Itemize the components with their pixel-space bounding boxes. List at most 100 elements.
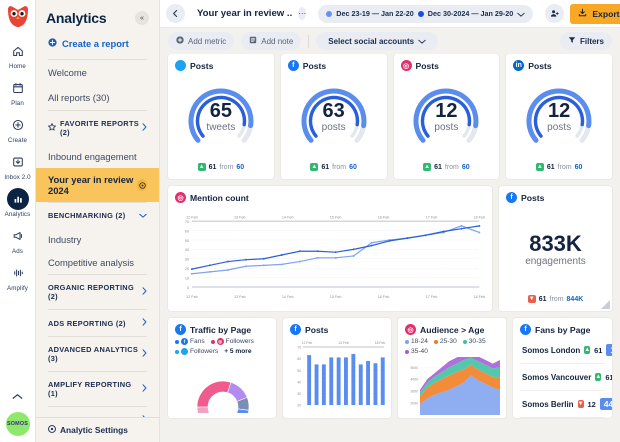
traffic-donut-chart (175, 357, 269, 416)
sidebar-section-favorite-reports-2-[interactable]: FAVORITE REPORTS (2) (36, 111, 159, 145)
fans-row[interactable]: Somos Vancouver▲6162K (520, 364, 605, 391)
card-header: in Posts (513, 60, 605, 71)
chevron-right-icon[interactable] (142, 287, 147, 297)
sidebar-section-amplify-reporting-1-[interactable]: AMPLIFY REPORTING (1) (36, 372, 159, 406)
sidebar-collapse-button[interactable]: « (135, 11, 149, 25)
svg-text:13 Feb: 13 Feb (234, 215, 246, 219)
rail-item-label: Amplify (7, 285, 28, 292)
traffic-by-page-card[interactable]: f Traffic by Page f Fans ◎ Followers 𝉹 Follow… (168, 318, 276, 418)
gauge-delta-from: from (558, 164, 572, 171)
card-header: ◎ Audience > Age (405, 324, 499, 335)
gauge-delta: ▲ 61 from 60 (288, 163, 380, 173)
gauge-delta-value: 61 (547, 164, 555, 171)
svg-text:12 Feb: 12 Feb (186, 295, 198, 299)
rail-collapse-button[interactable] (12, 393, 23, 412)
sidebar-section-label: ADS REPORTING (2) (48, 319, 126, 328)
gauge-card-instagram[interactable]: ◎ Posts 12 posts ▲ 61 from 60 (394, 54, 500, 179)
engagements-delta: ▼ 61 from 844K (506, 295, 605, 305)
fans-by-page-card[interactable]: f Fans by Page Somos London▲61126KSomos … (513, 318, 612, 418)
sidebar-item-your-year-in-review-2024[interactable]: Your year in review 2024 (36, 168, 159, 202)
rail-item-ads[interactable]: Ads (0, 221, 36, 258)
gauge-card-facebook[interactable]: f Posts 63 posts ▲ 61 from 60 (281, 54, 387, 179)
rail-item-home[interactable]: Home (0, 36, 36, 73)
sidebar-section-advanced-analytics-3-[interactable]: ADVANCED ANALYTICS (3) (36, 337, 159, 371)
posts-bar-card[interactable]: f Posts 20 30 40 50 60 70 12 Feb 13 Feb 18 Feb (283, 318, 391, 418)
gauge-readout: 65 tweets (175, 101, 267, 134)
audience-age-title: Audience > Age (420, 325, 484, 335)
add-metric-button[interactable]: Add metric (168, 32, 234, 50)
card-header: f Posts (290, 324, 384, 335)
svg-text:16 Feb: 16 Feb (378, 295, 390, 299)
rail-item-create[interactable]: Create (0, 110, 36, 147)
create-report-button[interactable]: Create a report (36, 34, 159, 59)
gauge-value: 65 (175, 101, 267, 121)
sidebar-section-benchmarking-2-[interactable]: BENCHMARKING (2) (36, 203, 159, 228)
app-root: Home Plan Create Inbox 2.0 Analytics Ads Ampli… (0, 0, 620, 442)
analytic-settings-button[interactable]: Analytic Settings (36, 417, 159, 442)
gauge-card-twitter[interactable]: 𝉹 Posts 65 tweets ▲ 61 from 60 (168, 54, 274, 179)
select-social-accounts-dropdown[interactable]: Select social accounts (316, 32, 438, 50)
engagements-delta-prev: 844K (567, 296, 584, 303)
sidebar-item-inbound-engagement[interactable]: Inbound engagement (36, 145, 159, 168)
legend-more[interactable]: + 5 more (224, 348, 251, 355)
sidebar-item-label: Competitive analysis (48, 257, 134, 268)
svg-text:14 Feb: 14 Feb (282, 215, 294, 219)
chevron-down-icon (418, 35, 426, 47)
chevron-right-icon[interactable] (142, 318, 147, 328)
share-button[interactable] (545, 4, 564, 23)
gear-icon[interactable] (137, 179, 147, 191)
engagements-card[interactable]: f Posts 833K engagements ▼ 61 from 844K (499, 186, 612, 311)
export-button[interactable]: Export (570, 4, 620, 24)
sidebar-section-apps[interactable]: APPS (36, 407, 159, 417)
rail-item-plan[interactable]: Plan (0, 73, 36, 110)
audience-age-card[interactable]: ◎ Audience > Age 18-24 25-30 30-35 35-40 20… (398, 318, 506, 418)
gauge-delta-from: from (219, 164, 233, 171)
card-header: f Traffic by Page (175, 324, 269, 335)
plus-circle-icon (176, 35, 184, 47)
sidebar-item-label: Your year in review 2024 (48, 174, 137, 196)
report-canvas: 𝉹 Posts 65 tweets ▲ 61 from 60 f Posts 63 posts ▲ 61 f… (160, 54, 620, 442)
gauge-delta-value: 61 (209, 164, 217, 171)
date-range-a-label: Dec 23-19 — Jan 22-20 (336, 9, 414, 18)
chevron-right-icon[interactable] (142, 123, 147, 133)
chevron-down-icon[interactable] (139, 211, 147, 220)
filters-button[interactable]: Filters (560, 32, 612, 50)
chevron-down-icon (517, 8, 525, 20)
fans-row[interactable]: Somos Berlin▼1244K (520, 391, 605, 418)
sidebar-link-welcome[interactable]: Welcome (36, 60, 159, 85)
back-button[interactable] (166, 4, 185, 23)
rail-item-inbox-2-0[interactable]: Inbox 2.0 (0, 147, 36, 184)
sidebar-link-all-reports-30-[interactable]: All reports (30) (36, 85, 159, 110)
rail-item-analytics[interactable]: Analytics (0, 184, 36, 221)
rail-item-label: Home (9, 63, 26, 70)
arrow-up-icon: ▲ (423, 163, 431, 171)
gauge-card-linkedin[interactable]: in Posts 12 posts ▲ 61 from 60 (506, 54, 612, 179)
plus-circle-icon (48, 38, 57, 49)
chevron-right-icon[interactable] (142, 384, 147, 394)
avatar[interactable]: SOMOS (6, 412, 30, 436)
owl-logo-icon[interactable] (5, 4, 31, 30)
chevron-right-icon[interactable] (142, 349, 147, 359)
svg-text:30: 30 (185, 258, 189, 262)
svg-text:2000: 2000 (410, 402, 418, 406)
sidebar-item-competitive-analysis[interactable]: Competitive analysis (36, 251, 159, 274)
date-range-b-label: Dec 30-2024 — Jan 29-20 (428, 9, 514, 18)
resize-handle-icon[interactable] (601, 300, 610, 309)
mention-count-card[interactable]: ◎ Mention count 0 10 20 30 40 50 60 70 12 Feb 12 … (168, 186, 492, 311)
svg-text:18 Feb: 18 Feb (474, 295, 485, 299)
avatar-initials: SOMOS (7, 421, 28, 427)
sidebar-section-organic-reporting-2-[interactable]: ORGANIC REPORTING (2) (36, 275, 159, 309)
report-more-button[interactable]: ⋯ (298, 7, 306, 20)
rail-item-amplify[interactable]: Amplify (0, 258, 36, 295)
sidebar-section-ads-reporting-2-[interactable]: ADS REPORTING (2) (36, 310, 159, 336)
middle-row: ◎ Mention count 0 10 20 30 40 50 60 70 12 Feb 12 … (168, 186, 612, 311)
sidebar: Analytics « Create a report Welcome All r… (36, 0, 160, 442)
svg-text:17 Feb: 17 Feb (426, 215, 438, 219)
select-social-accounts-label: Select social accounts (328, 37, 414, 46)
svg-text:70: 70 (185, 220, 189, 224)
sidebar-item-industry[interactable]: Industry (36, 228, 159, 251)
date-range-selector[interactable]: Dec 23-19 — Jan 22-20 Dec 30-2024 — Jan … (318, 5, 533, 23)
add-note-button[interactable]: Add note (241, 32, 301, 50)
arrow-down-icon: ▼ (528, 295, 536, 303)
fans-row[interactable]: Somos London▲61126K (520, 337, 605, 364)
